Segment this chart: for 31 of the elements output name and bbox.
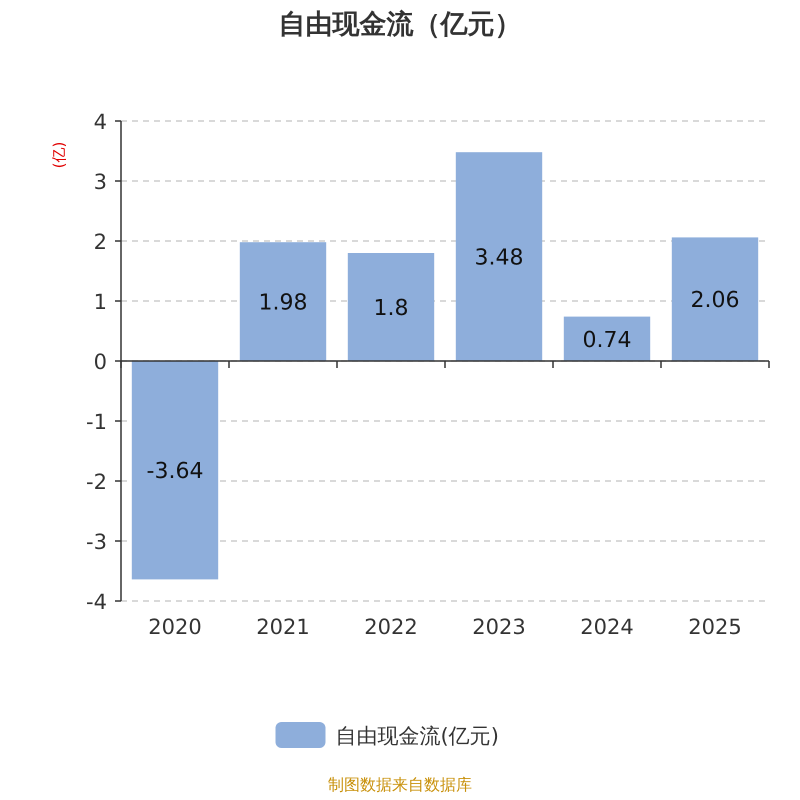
y-tick-label: 4 (94, 110, 107, 134)
y-tick-label: -2 (86, 470, 107, 494)
chart-title: 自由现金流（亿元） (278, 9, 522, 40)
data-label: 3.48 (474, 246, 524, 271)
y-tick-label: -3 (86, 530, 107, 554)
y-tick-label: 0 (94, 350, 107, 374)
y-tick-label: -1 (86, 410, 107, 434)
y-tick-label: 3 (94, 170, 107, 194)
legend-label: 自由现金流(亿元) (336, 724, 499, 748)
bar (132, 361, 218, 580)
y-tick-label: 1 (94, 290, 107, 314)
x-tick-label: 2022 (364, 615, 418, 639)
y-axis-title: (亿) (50, 142, 68, 168)
x-tick-label: 2024 (580, 615, 634, 639)
bar (672, 237, 758, 361)
data-label: 0.74 (582, 328, 632, 353)
bar (564, 316, 650, 361)
y-tick-label: 2 (94, 230, 107, 254)
data-label: -3.64 (146, 459, 204, 484)
x-tick-label: 2021 (256, 615, 310, 639)
bar (456, 152, 542, 361)
data-label: 1.98 (258, 290, 308, 316)
x-tick-label: 2020 (148, 615, 202, 639)
x-tick-label: 2023 (472, 615, 526, 639)
text: 制图数据来自数据库 (328, 775, 472, 794)
data-label: 2.06 (690, 288, 740, 314)
bar (348, 253, 434, 361)
y-tick-label: -4 (86, 590, 107, 614)
bar (240, 242, 326, 361)
data-label: 1.8 (374, 296, 408, 321)
x-tick-label: 2025 (688, 615, 742, 639)
